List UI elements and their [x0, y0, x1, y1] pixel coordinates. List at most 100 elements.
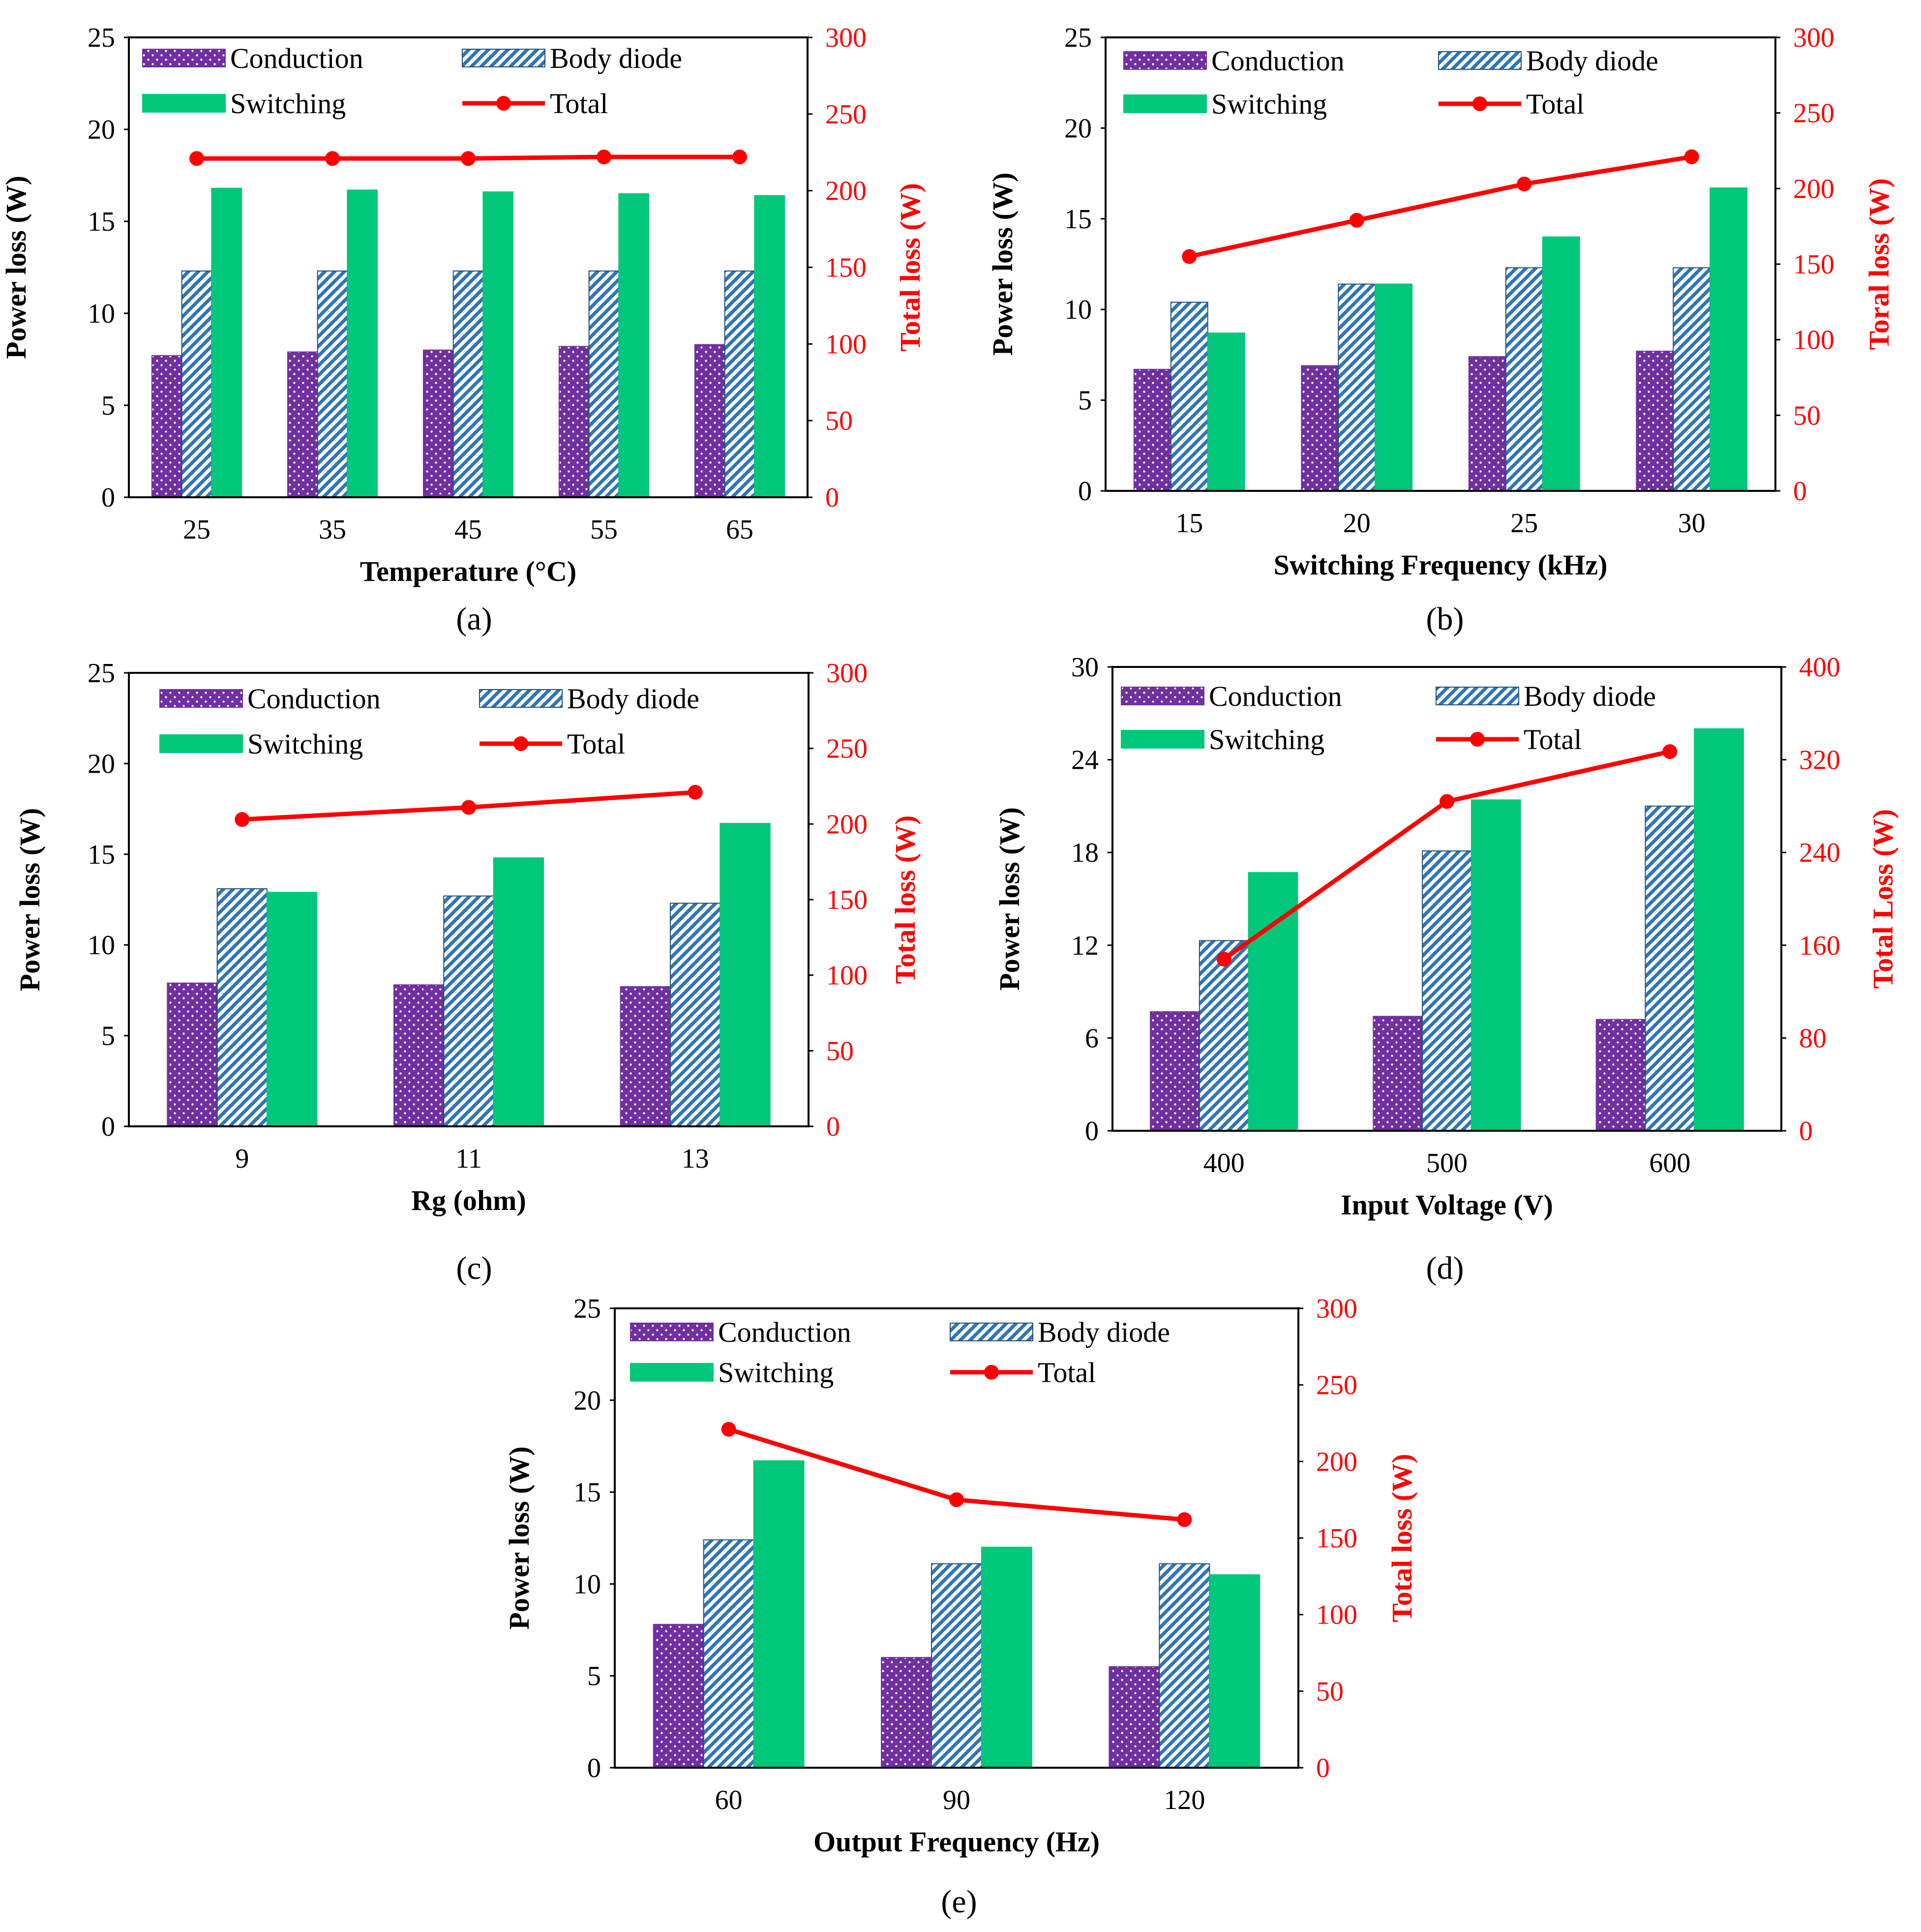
legend-body-diode-label: Body diode — [1524, 680, 1656, 712]
total-loss-point — [1182, 249, 1197, 264]
body-diode-bar — [669, 903, 721, 1127]
y2-tick-label: 300 — [1316, 1294, 1357, 1324]
y2-tick-label: 0 — [1316, 1753, 1330, 1783]
y2-tick-label: 200 — [825, 176, 867, 207]
y-axis-title: Power loss (W) — [0, 176, 32, 359]
y2-tick-label: 50 — [1793, 400, 1821, 431]
total-loss-point — [1177, 1512, 1192, 1527]
body-diode-bar — [1338, 283, 1376, 491]
legend-total-label: Total — [1524, 724, 1582, 755]
y-tick-label: 10 — [88, 930, 115, 961]
y2-tick-label: 50 — [1316, 1676, 1344, 1707]
x-tick-label: 120 — [1164, 1785, 1205, 1815]
total-loss-point — [949, 1492, 964, 1508]
y-axis-title: Power loss (W) — [993, 807, 1025, 991]
total-loss-point — [732, 150, 747, 165]
panel-label: (b) — [1426, 601, 1464, 637]
y2-tick-label: 240 — [1799, 838, 1840, 868]
y-tick-label: 5 — [1078, 386, 1092, 416]
legend-body-diode-swatch — [1436, 687, 1519, 705]
y-tick-label: 0 — [101, 483, 115, 513]
body-diode-bar — [181, 270, 212, 498]
y-tick-label: 20 — [1064, 113, 1092, 144]
x-tick-label: 25 — [1510, 508, 1538, 539]
y2-tick-label: 50 — [826, 1036, 854, 1066]
total-loss-point — [235, 812, 250, 827]
y2-tick-label: 200 — [1316, 1447, 1357, 1477]
legend-body-diode-label: Body diode — [1038, 1316, 1170, 1348]
total-loss-point — [597, 150, 611, 165]
y2-tick-label: 300 — [826, 658, 868, 689]
switching-bar — [1471, 799, 1521, 1131]
y-tick-label: 20 — [88, 749, 115, 779]
total-loss-point — [1440, 794, 1454, 809]
y2-tick-label: 0 — [1799, 1116, 1813, 1147]
switching-bar — [753, 1460, 805, 1768]
body-diode-bar — [1673, 267, 1711, 491]
conduction-bar — [558, 346, 590, 498]
body-diode-bar — [443, 895, 494, 1127]
legend-total-marker — [496, 96, 511, 111]
conduction-bar — [1373, 1016, 1423, 1131]
total-loss-point — [688, 785, 703, 800]
switching-bar — [1710, 187, 1748, 491]
conduction-bar — [1109, 1666, 1160, 1769]
y2-tick-label: 150 — [826, 885, 868, 915]
y-tick-label: 25 — [573, 1294, 601, 1324]
x-tick-label: 15 — [1175, 508, 1203, 539]
x-tick-label: 65 — [726, 514, 753, 545]
y2-tick-label: 80 — [1799, 1023, 1827, 1054]
legend-conduction-label: Conduction — [1211, 45, 1345, 77]
panel-label: (d) — [1426, 1250, 1464, 1286]
conduction-bar — [422, 349, 454, 498]
y-tick-label: 30 — [1071, 652, 1099, 683]
legend-switching-label: Switching — [1209, 724, 1324, 755]
plot-frame — [614, 1307, 1299, 1769]
body-diode-bar — [317, 270, 348, 498]
switching-bar — [211, 187, 242, 498]
body-diode-bar — [1159, 1563, 1210, 1768]
y2-tick-label: 250 — [826, 734, 868, 764]
legend-total-label: Total — [1038, 1357, 1096, 1389]
conduction-bar — [1595, 1019, 1646, 1131]
switching-bar — [1207, 332, 1245, 491]
conduction-bar — [1150, 1011, 1200, 1132]
y-axis-title: Power loss (W) — [503, 1447, 535, 1630]
body-diode-bar — [588, 270, 620, 498]
legend-body-diode-swatch — [479, 689, 563, 708]
legend-total-marker — [1470, 732, 1485, 747]
y2-tick-label: 400 — [1799, 652, 1840, 683]
y2-axis-title: Total loss (W) — [1386, 1454, 1418, 1623]
x-axis-title: Rg (ohm) — [411, 1184, 526, 1216]
y-tick-label: 0 — [101, 1112, 115, 1142]
body-diode-bar — [1170, 302, 1208, 491]
y2-tick-label: 50 — [825, 406, 853, 436]
conduction-bar — [881, 1657, 932, 1769]
y2-tick-label: 250 — [825, 99, 867, 130]
x-tick-label: 30 — [1678, 508, 1706, 539]
body-diode-bar — [216, 888, 268, 1127]
legend-total-marker — [513, 736, 528, 751]
y2-tick-label: 300 — [825, 23, 867, 53]
x-tick-label: 45 — [454, 514, 482, 545]
y2-tick-label: 100 — [826, 961, 868, 991]
legend-conduction-label: Conduction — [1209, 680, 1342, 712]
plot-frame — [128, 36, 809, 498]
switching-bar — [267, 892, 318, 1127]
legend-switching-swatch — [159, 734, 243, 753]
y2-tick-label: 0 — [826, 1112, 840, 1142]
y-tick-label: 0 — [1078, 476, 1092, 507]
y2-tick-label: 0 — [1793, 476, 1807, 507]
conduction-bar — [1636, 351, 1674, 491]
y-tick-label: 24 — [1071, 745, 1099, 776]
x-tick-label: 600 — [1649, 1148, 1690, 1178]
legend-switching-swatch — [1121, 730, 1204, 749]
legend-total-label: Total — [550, 88, 608, 120]
y-tick-label: 12 — [1071, 931, 1099, 961]
x-tick-label: 400 — [1203, 1148, 1245, 1178]
conduction-bar — [1301, 365, 1339, 492]
